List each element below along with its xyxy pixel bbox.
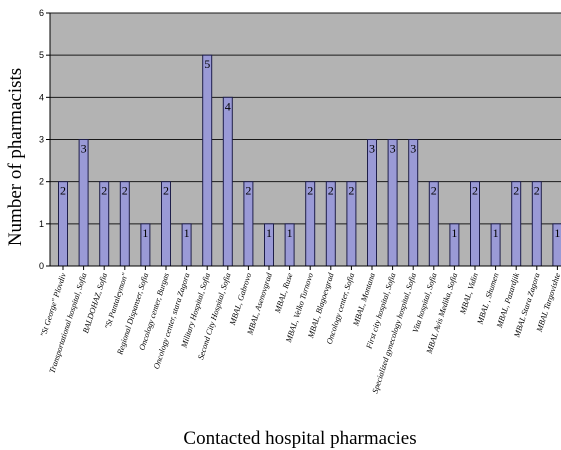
data-label: 1 <box>493 226 499 240</box>
data-label: 3 <box>410 142 416 156</box>
y-tick-label: 3 <box>39 135 44 145</box>
data-label: 3 <box>81 142 87 156</box>
data-label: 3 <box>369 142 375 156</box>
data-label: 2 <box>101 184 107 198</box>
bar <box>367 139 377 267</box>
data-label: 4 <box>225 99 231 113</box>
data-label: 2 <box>122 184 128 198</box>
y-tick-labels: 0 1 2 3 4 5 6 <box>39 8 44 271</box>
data-label: 1 <box>266 226 272 240</box>
data-label: 5 <box>204 57 210 71</box>
data-label: 2 <box>328 184 334 198</box>
y-tick-label: 4 <box>39 92 44 102</box>
data-label: 1 <box>554 226 560 240</box>
bar <box>408 139 419 267</box>
data-label: 2 <box>348 184 354 198</box>
data-label: 2 <box>513 184 519 198</box>
axes <box>49 13 561 270</box>
y-tick-label: 1 <box>39 219 44 229</box>
data-label: 2 <box>245 184 251 198</box>
data-label: 2 <box>431 184 437 198</box>
bar <box>387 139 398 267</box>
data-label: 2 <box>60 184 66 198</box>
x-axis-title: Contacted hospital pharmacies <box>183 428 416 449</box>
data-label: 2 <box>534 184 540 198</box>
data-label: 1 <box>184 226 190 240</box>
data-label: 1 <box>287 226 293 240</box>
data-label: 3 <box>390 142 396 156</box>
bar <box>202 54 213 267</box>
data-label: 1 <box>451 226 457 240</box>
bar <box>222 96 233 267</box>
bar <box>78 139 89 267</box>
data-label: 2 <box>163 184 169 198</box>
y-tick-label: 0 <box>39 261 44 271</box>
data-label: 2 <box>472 184 478 198</box>
x-category-label: MBAL, Vidin <box>458 272 480 316</box>
y-tick-label: 5 <box>39 50 44 60</box>
bars <box>58 54 561 267</box>
data-label: 1 <box>142 226 148 240</box>
data-label: 2 <box>307 184 313 198</box>
y-axis-title: Number of pharmacists <box>5 68 26 246</box>
x-category-label: MBAL, Ruse <box>273 271 295 314</box>
y-tick-label: 6 <box>39 8 44 18</box>
y-tick-label: 2 <box>39 177 44 187</box>
